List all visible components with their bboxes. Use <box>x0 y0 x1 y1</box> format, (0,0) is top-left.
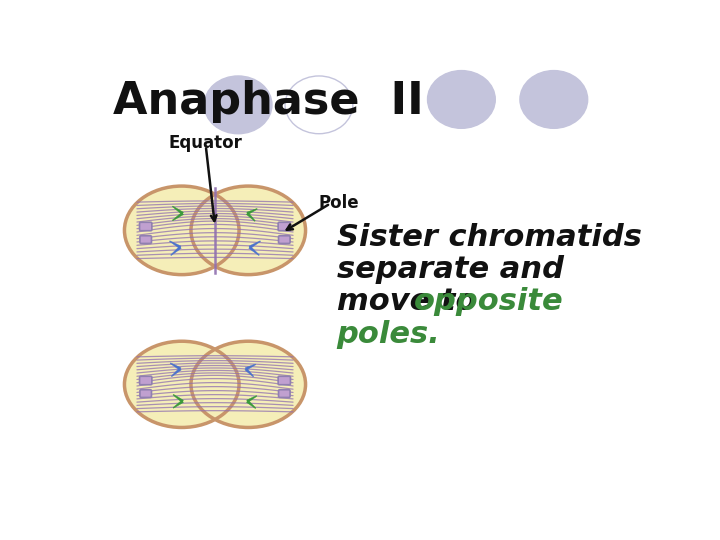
Polygon shape <box>249 241 261 248</box>
Polygon shape <box>246 364 256 370</box>
Polygon shape <box>246 212 256 221</box>
Text: Pole: Pole <box>319 194 359 212</box>
Ellipse shape <box>204 76 272 134</box>
Ellipse shape <box>428 71 495 129</box>
FancyBboxPatch shape <box>278 222 290 231</box>
Ellipse shape <box>191 186 305 275</box>
Ellipse shape <box>191 341 305 428</box>
Polygon shape <box>169 241 181 248</box>
FancyBboxPatch shape <box>140 376 152 384</box>
FancyBboxPatch shape <box>278 376 290 384</box>
Polygon shape <box>172 206 184 214</box>
Polygon shape <box>173 394 184 402</box>
Polygon shape <box>172 212 184 221</box>
FancyBboxPatch shape <box>140 222 152 231</box>
FancyBboxPatch shape <box>140 390 151 397</box>
FancyBboxPatch shape <box>279 390 290 397</box>
FancyBboxPatch shape <box>184 195 246 266</box>
Text: move to: move to <box>337 287 487 316</box>
Polygon shape <box>171 246 181 255</box>
Polygon shape <box>170 363 181 370</box>
Ellipse shape <box>285 76 353 134</box>
Text: separate and: separate and <box>337 255 564 284</box>
Polygon shape <box>246 400 256 409</box>
Polygon shape <box>173 400 184 408</box>
Text: poles.: poles. <box>337 320 441 349</box>
Ellipse shape <box>125 341 239 428</box>
Polygon shape <box>247 208 257 214</box>
Text: Sister chromatids: Sister chromatids <box>337 222 642 252</box>
FancyBboxPatch shape <box>279 236 290 244</box>
Text: Equator: Equator <box>168 134 243 152</box>
Text: opposite: opposite <box>414 287 563 316</box>
Text: Anaphase  II: Anaphase II <box>113 80 424 123</box>
Ellipse shape <box>520 71 588 129</box>
Polygon shape <box>245 368 253 377</box>
Ellipse shape <box>125 186 239 275</box>
Polygon shape <box>247 395 257 402</box>
FancyBboxPatch shape <box>184 350 246 418</box>
Polygon shape <box>171 368 181 377</box>
Polygon shape <box>249 246 259 255</box>
FancyBboxPatch shape <box>140 236 151 244</box>
